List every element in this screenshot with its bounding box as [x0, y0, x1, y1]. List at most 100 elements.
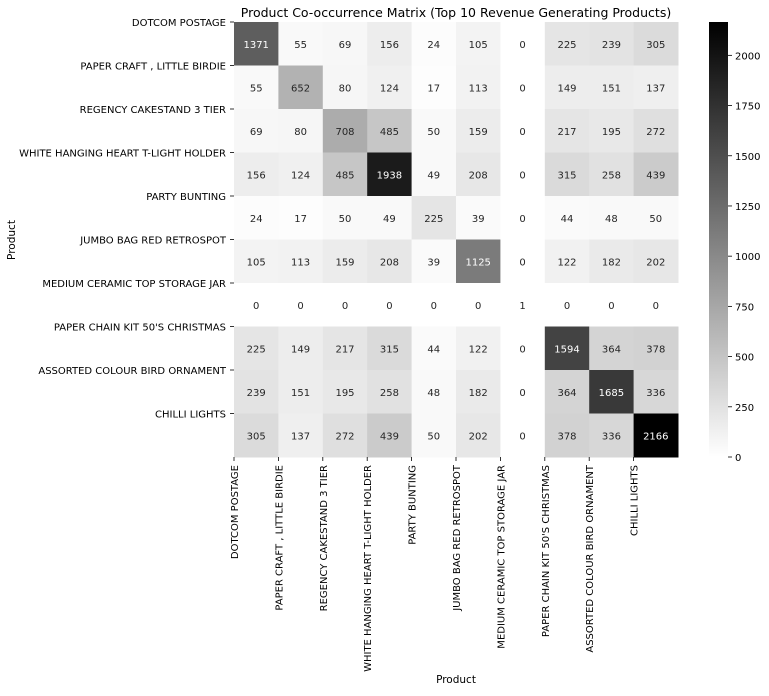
cell-value-label: 156	[247, 170, 266, 181]
cell-value-label: 17	[427, 83, 440, 94]
heatmap-cell	[322, 283, 368, 327]
cell-value-label: 439	[646, 170, 665, 181]
y-tick-label: DOTCOM POSTAGE	[132, 18, 226, 29]
cell-value-label: 151	[602, 83, 621, 94]
cell-value-label: 225	[247, 344, 266, 355]
cell-value-label: 652	[291, 83, 310, 94]
cell-value-label: 1938	[377, 170, 402, 181]
cell-value-label: 113	[469, 83, 488, 94]
y-tick-label: ASSORTED COLOUR BIRD ORNAMENT	[38, 366, 227, 377]
cell-value-label: 39	[427, 257, 440, 268]
chart-title: Product Co-occurrence Matrix (Top 10 Rev…	[241, 5, 671, 20]
cell-value-label: 80	[294, 127, 307, 138]
cell-value-label: 378	[557, 431, 576, 442]
colorbar-tick-label: 750	[735, 302, 754, 313]
cell-value-label: 305	[646, 40, 665, 51]
cell-value-label: 0	[653, 301, 659, 312]
cell-value-label: 315	[557, 170, 576, 181]
heatmap-cell	[278, 109, 324, 153]
cell-value-label: 0	[386, 301, 392, 312]
colorbar-tick-label: 0	[735, 453, 741, 464]
y-tick-label: JUMBO BAG RED RETROSPOT	[79, 236, 227, 247]
heatmap-cell	[234, 152, 279, 197]
heatmap-cell	[589, 326, 635, 371]
cell-value-label: 105	[469, 40, 488, 51]
cell-value-label: 55	[250, 83, 263, 94]
heatmap-cell	[411, 196, 457, 240]
heatmap-cell	[278, 152, 324, 197]
heatmap-cell	[456, 413, 501, 458]
colorbar	[709, 22, 728, 457]
cell-value-label: 149	[291, 344, 310, 355]
cell-value-label: 272	[646, 127, 665, 138]
cell-value-label: 137	[291, 431, 310, 442]
heatmap-cell	[633, 239, 679, 284]
cell-value-label: 50	[649, 214, 662, 225]
cell-value-label: 0	[519, 127, 525, 138]
heatmap-cell	[500, 65, 546, 110]
cell-value-label: 182	[602, 257, 621, 268]
heatmap-cell	[322, 22, 368, 66]
heatmap-cell	[322, 109, 368, 153]
heatmap-cell	[544, 196, 590, 240]
heatmap-cell	[544, 65, 590, 110]
cell-value-label: 305	[247, 431, 266, 442]
cell-value-label: 0	[519, 83, 525, 94]
cell-value-label: 202	[469, 431, 488, 442]
heatmap-cell	[544, 370, 590, 414]
cell-value-label: 48	[427, 388, 440, 399]
heatmap-cell	[500, 239, 546, 284]
cell-value-label: 0	[297, 301, 303, 312]
y-tick-label: PAPER CHAIN KIT 50'S CHRISTMAS	[54, 323, 226, 334]
x-tick-label: DOTCOM POSTAGE	[230, 465, 241, 559]
cell-value-label: 239	[247, 388, 266, 399]
cell-value-label: 122	[469, 344, 488, 355]
cell-value-label: 364	[602, 344, 621, 355]
heatmap-cell	[633, 22, 679, 66]
heatmap-cell	[456, 370, 501, 414]
cell-value-label: 159	[335, 257, 354, 268]
heatmap-cell	[544, 326, 590, 371]
cell-value-label: 17	[294, 214, 307, 225]
cell-value-label: 0	[519, 214, 525, 225]
heatmap-cell	[544, 283, 590, 327]
heatmap-cell	[456, 239, 501, 284]
colorbar-tick-label: 1250	[735, 202, 760, 213]
cell-value-label: 39	[472, 214, 485, 225]
cell-value-label: 44	[427, 344, 440, 355]
y-tick-label: MEDIUM CERAMIC TOP STORAGE JAR	[42, 279, 226, 290]
heatmap-cell	[367, 65, 413, 110]
cell-value-label: 124	[380, 83, 399, 94]
y-tick-marks	[230, 21, 234, 414]
x-tick-label: JUMBO BAG RED RETROSPOT	[452, 464, 463, 612]
heatmap-cell	[367, 283, 413, 327]
heatmap-cell	[544, 22, 590, 66]
heatmap-cell	[633, 65, 679, 110]
cell-value-label: 1371	[243, 40, 268, 51]
cell-value-label: 1594	[554, 344, 579, 355]
cell-value-label: 124	[291, 170, 310, 181]
cell-value-label: 48	[605, 214, 618, 225]
y-tick-labels: DOTCOM POSTAGE PAPER CRAFT , LITTLE BIRDI…	[19, 18, 227, 421]
heatmap-cell	[411, 283, 457, 327]
cell-value-label: 0	[475, 301, 481, 312]
cell-value-label: 156	[380, 40, 399, 51]
cell-value-label: 24	[427, 40, 440, 51]
cell-value-label: 202	[646, 257, 665, 268]
heatmap-cell	[589, 239, 635, 284]
heatmap-cell	[411, 326, 457, 371]
heatmap-cell	[278, 413, 324, 458]
cell-value-label: 24	[250, 214, 263, 225]
heatmap-cell	[500, 22, 546, 66]
cell-value-label: 0	[519, 170, 525, 181]
cell-value-label: 149	[557, 83, 576, 94]
cell-value-label: 105	[247, 257, 266, 268]
heatmap-cell	[234, 65, 279, 110]
heatmap-cell	[278, 326, 324, 371]
cell-value-label: 50	[339, 214, 352, 225]
heatmap-cell	[633, 109, 679, 153]
cell-value-label: 364	[557, 388, 576, 399]
x-tick-label: REGENCY CAKESTAND 3 TIER	[319, 465, 330, 611]
cell-value-label: 69	[250, 127, 263, 138]
